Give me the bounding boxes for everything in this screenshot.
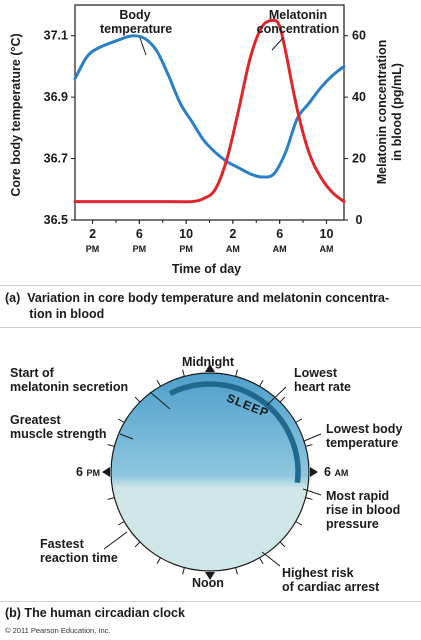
body-temperature-label: Body temperature [100,8,173,36]
clock-tick [134,396,141,403]
divider-top [0,285,421,286]
line-chart: Core body temperature (°C) Melatonin con… [9,4,404,254]
clock-tick [305,497,313,500]
x-axis-label: Time of day [0,262,421,276]
clock-tick [235,567,238,575]
y-axis-label-right-line2: in blood (pg/mL) [390,63,404,161]
series-body-temperature [73,34,346,179]
clock-tick [117,418,125,423]
x-tick-label-period: PM [179,244,193,254]
y-tick-label-right: 20 [352,152,366,166]
divider-mid [0,327,421,328]
clock-tick [295,521,303,526]
clock-ticks [107,369,313,575]
label-body-temp: Lowest body temperature [326,422,403,450]
clock-tick [107,497,115,500]
y-axis-label-left: Core body temperature (°C) [9,33,23,196]
leader-blood-pressure [302,488,322,496]
plot-frame [74,4,345,221]
clock-tick [156,557,161,565]
melatonin-label: Melatonin concentration [248,8,348,36]
six-am-num: 6 [324,465,331,479]
y-tick-label-right: 60 [352,29,366,43]
clock-tick [259,379,264,387]
leader-lines [103,386,322,567]
y-tick-label-left: 36.5 [44,213,68,227]
circadian-clock: SLEEP [102,364,322,580]
caption-a: (a) Variation in core body temperature a… [5,290,415,322]
label-blood-pressure: Most rapid rise in blood pressure [326,489,401,531]
label-muscle-strength: Greatest muscle strength [10,413,107,441]
x-tick-label-hour: 10 [179,227,193,241]
y-tick-label-left: 37.1 [44,29,68,43]
leader-body-temperature [139,37,147,56]
caption-a-text: (a) Variation in core body temperature a… [5,291,390,321]
y-axis-label-right-line1: Melatonin concentration [375,40,389,184]
x-tick-label-hour: 2 [89,227,96,241]
clock-tick [134,541,141,548]
x-tick-label-period: AM [226,244,240,254]
x-tick-label-hour: 6 [276,227,283,241]
caption-b: (b) The human circadian clock [5,606,185,620]
x-tick-label-period: AM [319,244,333,254]
clock-tick [279,396,286,403]
leader-cardiac [261,551,281,567]
label-heart-rate: Lowest heart rate [294,366,351,394]
six-pm-num: 6 [76,465,83,479]
leader-body-temp [303,433,322,442]
series-melatonin-concentration [73,18,346,204]
six-am-label: 6 AM [324,465,348,480]
noon-label: Noon [192,576,224,590]
clock-tick [235,369,238,377]
y-tick-label-left: 36.7 [44,152,68,166]
divider-bottom [0,601,421,602]
y-tick-label-left: 36.9 [44,90,68,104]
noon-marker [205,572,215,580]
leader-heart-rate [266,386,287,406]
clock-tick [182,567,185,575]
six-pm-marker [102,467,110,477]
label-melatonin-secretion: Start of melatonin secretion [10,366,129,394]
leader-melatonin [149,391,171,410]
x-tick-label-period: PM [133,244,147,254]
label-reaction-time: Fastest reaction time [40,537,118,565]
clock-tick [156,379,161,387]
midnight-marker [205,364,215,372]
x-tick-label-hour: 2 [229,227,236,241]
x-axis-label-text: Time of day [171,262,242,276]
melatonin-text: Melatonin concentration [256,8,340,36]
body-temperature-text: Body temperature [100,8,173,36]
x-tick-label-period: AM [273,244,287,254]
sleep-arc [168,381,301,484]
leader-reaction [103,531,128,550]
six-pm-label: 6 PM [76,465,100,480]
x-tick-label-period: PM [86,244,100,254]
midnight-label: Midnight [182,355,235,369]
six-pm-unit: PM [86,468,100,478]
clock-tick [107,444,115,447]
copyright: © 2011 Pearson Education, Inc. [5,626,111,635]
label-cardiac-arrest: Highest risk of cardiac arrest [282,566,380,594]
clock-tick [295,418,303,423]
clock-tick [279,541,286,548]
leader-muscle [119,433,134,440]
clock-face [110,372,310,572]
plot-area: 36.5 36.7 36.9 37.1 0 20 40 60 2 PM 6 PM 10 PM 2 AM 6 AM 1… [44,4,366,254]
clock-tick [117,521,125,526]
x-tick-label-hour: 6 [136,227,143,241]
clock-tick [182,369,185,377]
clock-tick [305,444,313,447]
leader-melatonin [271,37,284,51]
clock-tick [259,557,264,565]
six-am-marker [310,467,318,477]
y-tick-label-right: 0 [356,213,363,227]
y-tick-label-right: 40 [352,90,366,104]
x-tick-label-hour: 10 [320,227,334,241]
six-am-unit: AM [334,468,349,478]
